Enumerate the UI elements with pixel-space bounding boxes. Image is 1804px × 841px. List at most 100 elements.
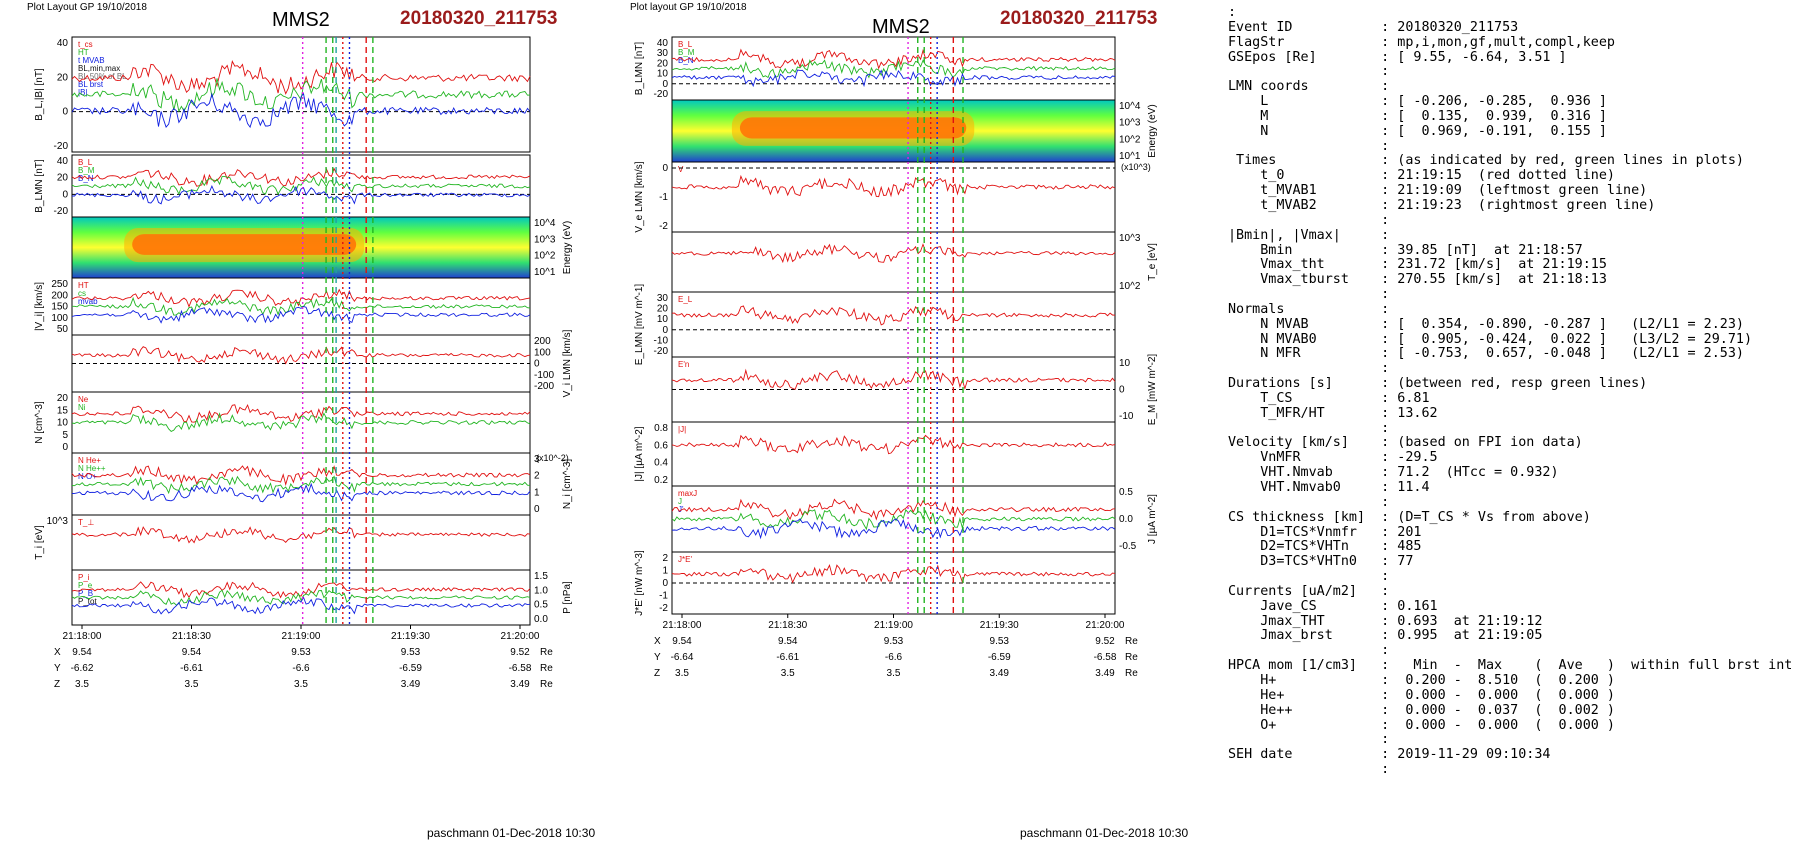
legend-entry: cs [78,289,86,298]
legend-entry: mvab [78,297,98,306]
event-title-mid: 20180320_211753 [1000,8,1158,29]
ephemeris-value: -6.61 [776,652,799,663]
ephemeris-value: 3.5 [294,679,308,690]
summary-line: t_MVAB1 : 21:19:09 (leftmost green line) [1260,183,1648,199]
panel-frame [71,36,531,153]
trace [71,465,531,487]
ephemeris-value: 3.5 [75,679,89,690]
y-tick-label: -10 [654,335,669,346]
panel-frame [71,569,531,626]
y-tick-label: -2 [659,221,668,232]
y-axis-label: |V_i| [km/s] [34,282,45,331]
y-tick-label: 250 [51,279,68,290]
x-tick-label: 21:20:00 [501,631,540,642]
panel-4: 10^3 10^2 T_e [eV] [671,231,1158,293]
ephemeris-value: 9.52 [1095,636,1115,647]
y-tick-label: 20 [57,72,69,83]
legend-entry: E_L [678,295,693,304]
y-axis-label: Energy (eV) [1147,104,1158,157]
summary-line: : [1381,643,1390,659]
trace [71,306,531,324]
summary-line: D2=TCS*VHTn : 485 [1260,539,1422,555]
summary-line: N MVAB0 : [ 0.905, -0.424, 0.022 ] (L3/L… [1260,331,1753,347]
y-tick-label: 0 [62,189,68,200]
legend-entry: J' [678,505,684,514]
event-summary-panel: : Event ID : 20180320_211753 FlagStr : m… [1228,5,1800,806]
ephemeris-label: Z [654,668,660,679]
y-tick-label: 150 [51,302,68,313]
ephemeris-value: 9.53 [884,636,904,647]
y-tick-label: -100 [534,370,554,381]
ephemeris-label: X [54,647,61,658]
ephemeris-value: 9.54 [182,647,202,658]
ephemeris-value: 9.53 [291,647,311,658]
y-tick-label: -2 [659,603,668,614]
y-tick-label: -200 [534,381,554,392]
legend-entry: P_e [78,581,93,590]
summary-line: N MVAB : [ 0.354, -0.890, -0.287 ] (L2/L… [1260,316,1744,332]
y-tick-label: 1.0 [534,585,548,596]
legend-entry: |B| [78,88,88,97]
legend-entry: HT [78,48,89,57]
y-tick-label: 50 [57,324,69,335]
summary-line: HPCA mom [1/cm3] : Min - Max ( Ave ) wit… [1228,658,1793,674]
y-tick-label: 0 [62,442,68,453]
trace [671,243,1116,264]
y-axis-label: Energy (eV) [562,221,573,274]
y-tick-label: 0 [662,578,668,589]
trace [671,48,1116,70]
event-title-left: 20180320_211753 [400,8,558,29]
summary-line: : [1381,494,1390,510]
ephemeris-value: 9.54 [72,647,92,658]
ephemeris-unit: Re [1125,636,1138,647]
ephemeris-unit: Re [540,647,553,658]
ephemeris-label: Z [54,679,60,690]
y-tick-label: 10^3 [534,234,556,245]
y-tick-label: 10^2 [534,251,556,262]
x-tick-label: 21:18:30 [768,620,807,631]
trace [71,288,531,308]
y-tick-label: 0 [534,359,540,370]
summary-line: : [1381,138,1390,154]
event-summary-text: : Event ID : 20180320_211753 FlagStr : m… [1228,5,1800,778]
trace [671,518,1116,540]
ephemeris-value: 3.49 [401,679,421,690]
summary-line: t_0 : 21:19:15 (red dotted line) [1260,168,1615,184]
y-axis-label: |J| [µA m^-2] [634,426,645,481]
y-axis-label: B_LMN [nT] [34,159,45,213]
ephemeris-value: 3.49 [510,679,530,690]
y-tick-label: 10 [657,69,669,80]
trace [71,526,531,544]
summary-line: H+ : 0.200 - 8.510 ( 0.200 ) [1260,672,1615,688]
legend-entry: B_N [78,174,94,183]
trace [71,60,531,95]
y-axis-label: J [µA m^-2] [1147,494,1158,544]
y-tick-label: 1.5 [534,571,548,582]
y-tick-label: -20 [54,206,69,217]
trace [671,305,1116,326]
y-tick-label: 10^2 [1119,134,1141,145]
trace [71,581,531,599]
y-axis-label: B_L,|B| [nT] [34,68,45,121]
y-tick-label: 2 [534,471,540,482]
y-tick-label: 0 [662,163,668,174]
y-tick-label: 10^3 [1119,233,1141,244]
y-axis-label: T_e [eV] [1147,243,1158,281]
y-tick-label: 3 [534,454,540,465]
trace [671,69,1116,88]
trace [71,596,531,615]
panel-frame [71,334,531,393]
summary-line: He+ : 0.000 - 0.000 ( 0.000 ) [1260,687,1615,703]
panel-2: 40 20 0 -20 B_LMN [nT] B_LB_MB_N [34,154,531,218]
panel-frame [71,452,531,516]
y-axis-label: T_i [eV] [34,525,45,560]
legend-entry: N He+ [78,456,101,465]
trace [71,176,531,196]
summary-line: D1=TCS*Vnmfr : 201 [1260,524,1422,540]
y-tick-label: 0 [534,504,540,515]
summary-line: : [1381,762,1390,778]
legend-entry: BL 50% of BL [78,72,127,81]
y-tick-label: 100 [51,313,68,324]
